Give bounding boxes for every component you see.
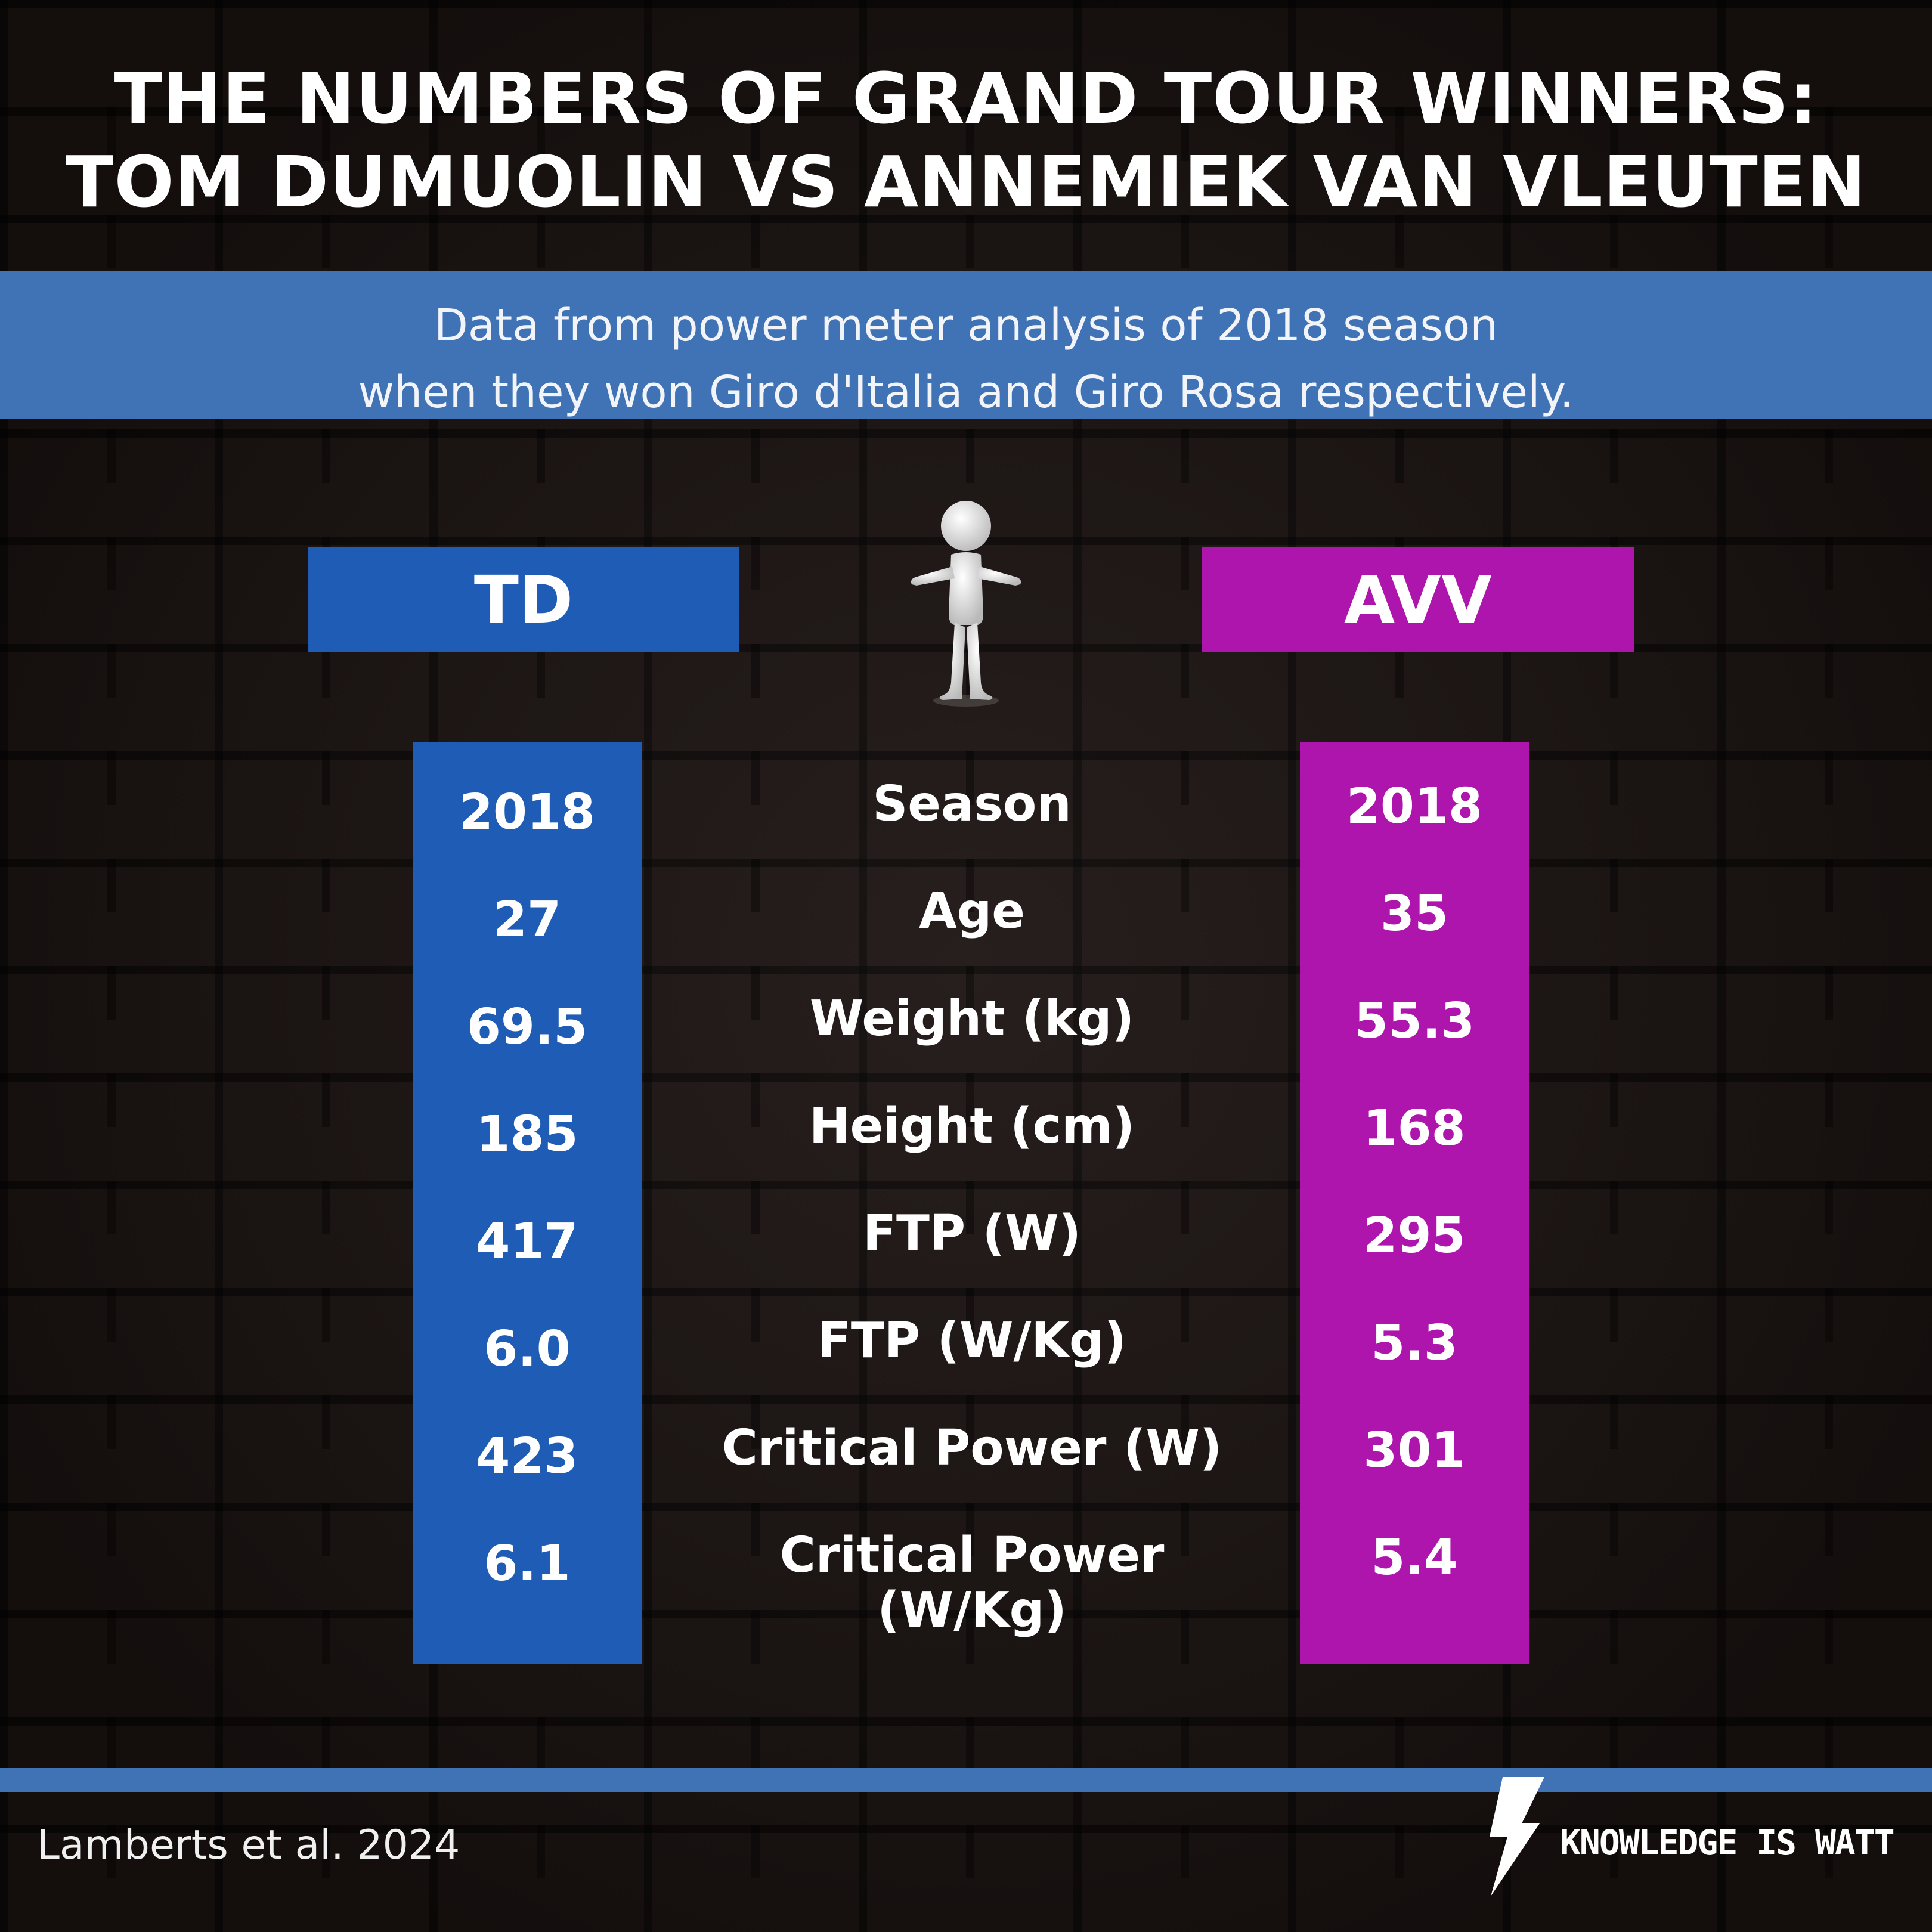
footer-band [0,1768,1932,1792]
subtitle-line-2: when they won Giro d'Italia and Giro Ros… [358,367,1574,418]
metric-label-weight: Weight (kg) [809,990,1135,1047]
avv-value-season: 2018 [1346,778,1483,835]
td-value-ftp: 417 [476,1213,578,1270]
subtitle-line-1: Data from power meter analysis of 2018 s… [434,300,1498,351]
metric-label-cp-wkg-line-1: Critical Power [779,1527,1165,1584]
subtitle: Data from power meter analysis of 2018 s… [0,292,1932,426]
brand-name: KNOWLEDGE IS WATT [1560,1822,1895,1863]
metric-label-height: Height (cm) [809,1098,1135,1154]
avv-value-ftp-wkg: 5.3 [1371,1315,1458,1371]
td-header: TD [308,547,739,652]
avv-values-column: 2018 35 55.3 168 295 5.3 301 5.4 [1300,742,1529,1664]
metric-label-cp-wkg: Critical Power (W/Kg) [668,1528,1276,1638]
metric-label-season: Season [872,776,1072,832]
avv-value-height: 168 [1363,1100,1466,1157]
avv-value-age: 35 [1380,886,1449,942]
metric-label-ftp: FTP (W) [863,1205,1081,1262]
td-value-cp: 423 [476,1428,578,1485]
avv-header: AVV [1202,547,1634,652]
metric-label-cp: Critical Power (W) [722,1420,1222,1476]
td-value-age: 27 [493,891,562,948]
page-title: THE NUMBERS OF GRAND TOUR WINNERS: TOM D… [0,57,1932,224]
avv-value-ftp: 295 [1363,1208,1466,1264]
avv-value-cp: 301 [1363,1422,1466,1479]
source-citation: Lamberts et al. 2024 [37,1822,460,1869]
lightning-bolt-icon [1490,1777,1544,1896]
td-values-column: 2018 27 69.5 185 417 6.0 423 6.1 [413,742,642,1664]
metric-label-cp-wkg-line-2: (W/Kg) [877,1582,1067,1639]
avv-value-cp-wkg: 5.4 [1371,1530,1458,1586]
td-value-ftp-wkg: 6.0 [484,1321,571,1377]
td-value-season: 2018 [459,784,596,841]
title-line-1: THE NUMBERS OF GRAND TOUR WINNERS: [114,57,1818,140]
metric-label-age: Age [919,883,1025,940]
td-value-cp-wkg: 6.1 [484,1535,571,1592]
avv-value-weight: 55.3 [1354,993,1475,1049]
subtitle-band [0,271,1932,419]
td-value-height: 185 [476,1106,578,1163]
metric-label-ftp-wkg: FTP (W/Kg) [817,1312,1127,1369]
pointing-person-icon [911,501,1021,707]
title-line-2: TOM DUMUOLIN VS ANNEMIEK VAN VLEUTEN [65,141,1867,223]
td-value-weight: 69.5 [466,999,588,1055]
